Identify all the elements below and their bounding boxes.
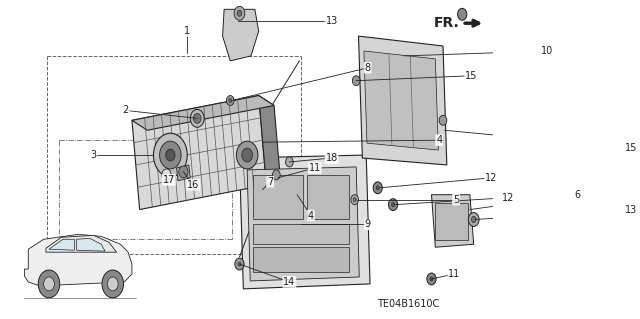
Circle shape (285, 157, 293, 167)
Circle shape (38, 270, 60, 298)
Polygon shape (431, 195, 474, 247)
Text: 4: 4 (308, 211, 314, 220)
Text: 16: 16 (188, 180, 200, 190)
Polygon shape (358, 36, 447, 165)
Circle shape (179, 166, 188, 178)
Circle shape (159, 141, 181, 169)
Circle shape (238, 262, 241, 266)
Polygon shape (177, 165, 190, 181)
Circle shape (190, 109, 204, 127)
Circle shape (108, 277, 118, 291)
Text: 14: 14 (284, 277, 296, 287)
Text: 15: 15 (465, 71, 477, 81)
Polygon shape (239, 155, 370, 289)
Circle shape (162, 169, 171, 181)
Circle shape (388, 199, 397, 211)
Text: 12: 12 (485, 173, 497, 183)
Text: 11: 11 (449, 269, 461, 279)
Circle shape (228, 99, 232, 102)
Bar (253, 225, 349, 244)
Circle shape (472, 217, 476, 222)
Text: 10: 10 (541, 46, 554, 56)
Polygon shape (24, 234, 132, 286)
Circle shape (273, 170, 280, 180)
Circle shape (351, 195, 358, 204)
Text: 18: 18 (326, 153, 338, 163)
Text: 9: 9 (365, 219, 371, 229)
Text: 13: 13 (326, 16, 338, 26)
Bar (435, 203, 468, 240)
Circle shape (468, 212, 479, 226)
Circle shape (44, 277, 54, 291)
Circle shape (458, 8, 467, 20)
Circle shape (166, 149, 175, 161)
Polygon shape (364, 51, 438, 150)
Circle shape (154, 133, 188, 177)
Circle shape (235, 258, 244, 270)
Polygon shape (49, 239, 74, 250)
Polygon shape (132, 96, 266, 210)
Circle shape (353, 76, 360, 85)
Text: 11: 11 (308, 163, 321, 173)
Circle shape (102, 270, 124, 298)
Text: 4: 4 (436, 135, 442, 145)
Circle shape (227, 96, 234, 106)
Text: TE04B1610C: TE04B1610C (378, 299, 440, 309)
Circle shape (373, 182, 382, 194)
Text: 8: 8 (365, 63, 371, 73)
Polygon shape (77, 238, 105, 251)
Text: 3: 3 (90, 150, 97, 160)
Polygon shape (259, 96, 282, 195)
Circle shape (234, 6, 245, 20)
Circle shape (193, 114, 201, 123)
Text: 6: 6 (574, 190, 580, 200)
Circle shape (242, 148, 253, 162)
Polygon shape (247, 167, 359, 281)
Circle shape (236, 141, 258, 169)
Text: 12: 12 (502, 193, 515, 203)
Bar (307, 175, 349, 219)
Circle shape (427, 273, 436, 285)
Text: 1: 1 (184, 26, 190, 36)
Text: 15: 15 (625, 143, 637, 153)
Bar (253, 247, 349, 272)
Circle shape (376, 186, 380, 190)
Text: 7: 7 (267, 177, 273, 187)
Text: 13: 13 (625, 204, 637, 215)
Circle shape (237, 10, 242, 16)
Text: 5: 5 (453, 195, 459, 205)
Polygon shape (132, 96, 274, 130)
Text: 2: 2 (123, 106, 129, 115)
Bar (253, 175, 303, 219)
Circle shape (439, 115, 447, 125)
Polygon shape (46, 235, 116, 252)
Circle shape (430, 277, 433, 281)
Text: 17: 17 (163, 175, 175, 185)
Circle shape (392, 203, 395, 207)
Polygon shape (223, 9, 259, 61)
Circle shape (353, 198, 356, 202)
Text: FR.: FR. (434, 16, 460, 30)
